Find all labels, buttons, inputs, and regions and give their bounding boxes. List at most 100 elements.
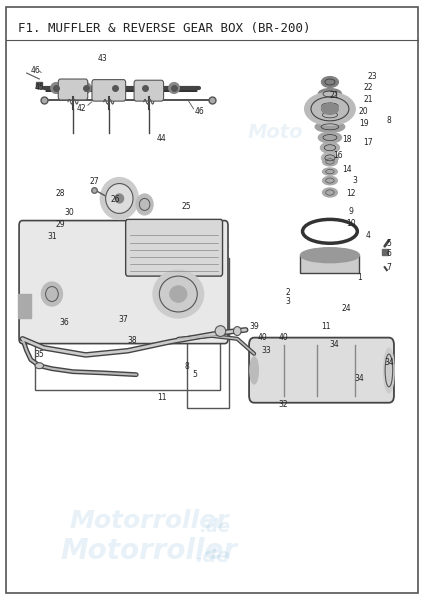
- Ellipse shape: [318, 132, 341, 143]
- Ellipse shape: [42, 282, 62, 306]
- Text: 31: 31: [47, 232, 57, 241]
- Text: 40: 40: [279, 332, 288, 341]
- Ellipse shape: [317, 109, 343, 120]
- Text: Motorroller: Motorroller: [60, 537, 237, 565]
- Text: 20: 20: [359, 107, 368, 116]
- Text: 35: 35: [34, 350, 44, 359]
- Text: 6: 6: [386, 249, 391, 258]
- Text: 34: 34: [384, 358, 394, 367]
- Text: 21: 21: [329, 91, 339, 100]
- Text: .de: .de: [199, 249, 230, 267]
- Text: 12: 12: [346, 189, 356, 198]
- Ellipse shape: [215, 326, 226, 337]
- Text: Motorroller: Motorroller: [69, 509, 229, 533]
- Ellipse shape: [170, 286, 187, 302]
- Ellipse shape: [321, 152, 338, 163]
- PathPatch shape: [301, 255, 360, 273]
- Ellipse shape: [384, 348, 394, 393]
- Text: .de: .de: [195, 547, 229, 566]
- Text: 8: 8: [184, 362, 189, 371]
- Ellipse shape: [323, 168, 338, 175]
- FancyBboxPatch shape: [126, 220, 223, 276]
- Ellipse shape: [318, 89, 341, 100]
- Ellipse shape: [321, 77, 338, 88]
- Ellipse shape: [139, 83, 150, 94]
- Ellipse shape: [250, 357, 258, 384]
- Ellipse shape: [153, 270, 204, 318]
- Text: 29: 29: [56, 220, 65, 229]
- Text: 27: 27: [89, 177, 99, 186]
- Bar: [18, 294, 31, 318]
- Ellipse shape: [51, 83, 61, 94]
- Ellipse shape: [110, 83, 120, 94]
- Text: 36: 36: [60, 318, 70, 327]
- Text: 26: 26: [110, 195, 120, 204]
- FancyBboxPatch shape: [58, 79, 88, 100]
- Text: 34: 34: [329, 340, 339, 349]
- Text: 19: 19: [359, 119, 368, 128]
- Ellipse shape: [169, 83, 179, 94]
- Ellipse shape: [234, 326, 241, 335]
- Text: 9: 9: [349, 207, 354, 216]
- Ellipse shape: [81, 83, 91, 94]
- Text: 25: 25: [182, 202, 192, 211]
- Text: 1: 1: [357, 273, 362, 282]
- Text: 42: 42: [77, 104, 86, 113]
- FancyBboxPatch shape: [134, 80, 164, 101]
- Text: 17: 17: [363, 139, 373, 148]
- Ellipse shape: [316, 101, 343, 111]
- Ellipse shape: [323, 157, 338, 166]
- Text: 24: 24: [342, 304, 351, 313]
- FancyBboxPatch shape: [19, 221, 228, 344]
- Text: F1. MUFFLER & REVERSE GEAR BOX (BR-200): F1. MUFFLER & REVERSE GEAR BOX (BR-200): [18, 22, 311, 35]
- Ellipse shape: [323, 188, 338, 197]
- Text: 43: 43: [98, 53, 107, 62]
- Text: 46: 46: [30, 65, 40, 74]
- Ellipse shape: [106, 184, 133, 214]
- FancyBboxPatch shape: [249, 338, 394, 403]
- Ellipse shape: [100, 178, 138, 220]
- Ellipse shape: [321, 104, 338, 114]
- Text: 38: 38: [127, 336, 137, 345]
- Text: 5: 5: [386, 239, 391, 248]
- Ellipse shape: [136, 194, 153, 215]
- Text: 33: 33: [262, 346, 272, 355]
- Text: 5: 5: [193, 370, 198, 379]
- Text: 21: 21: [363, 95, 373, 104]
- Text: 11: 11: [321, 322, 330, 331]
- Text: 11: 11: [157, 394, 166, 403]
- Ellipse shape: [321, 142, 340, 153]
- Bar: [35, 229, 220, 389]
- Text: 46: 46: [195, 107, 204, 116]
- Text: 39: 39: [249, 322, 259, 331]
- Text: 23: 23: [367, 71, 377, 80]
- Ellipse shape: [35, 363, 44, 368]
- Text: .de: .de: [199, 518, 230, 536]
- Text: 3: 3: [285, 296, 290, 305]
- Bar: [187, 258, 229, 407]
- Text: 45: 45: [34, 83, 44, 92]
- Ellipse shape: [115, 194, 123, 203]
- Text: Moto: Moto: [248, 123, 303, 142]
- Text: 28: 28: [56, 189, 65, 198]
- Text: Motorroller: Motorroller: [69, 240, 229, 264]
- Text: 34: 34: [354, 374, 364, 383]
- Ellipse shape: [323, 176, 338, 185]
- Text: 7: 7: [386, 263, 391, 272]
- Text: 10: 10: [346, 219, 356, 228]
- Text: 32: 32: [279, 400, 288, 409]
- Ellipse shape: [305, 92, 355, 125]
- Ellipse shape: [315, 121, 345, 132]
- Ellipse shape: [301, 248, 360, 263]
- Text: 4: 4: [365, 231, 370, 240]
- Text: 22: 22: [363, 83, 373, 92]
- Text: 30: 30: [64, 208, 74, 217]
- Text: 2: 2: [285, 289, 290, 298]
- Text: 18: 18: [342, 136, 351, 145]
- Text: 37: 37: [119, 315, 128, 324]
- Text: 44: 44: [156, 134, 166, 143]
- Text: 8: 8: [387, 116, 391, 125]
- FancyBboxPatch shape: [92, 80, 126, 101]
- Text: 3: 3: [353, 176, 358, 185]
- Text: 14: 14: [342, 166, 351, 175]
